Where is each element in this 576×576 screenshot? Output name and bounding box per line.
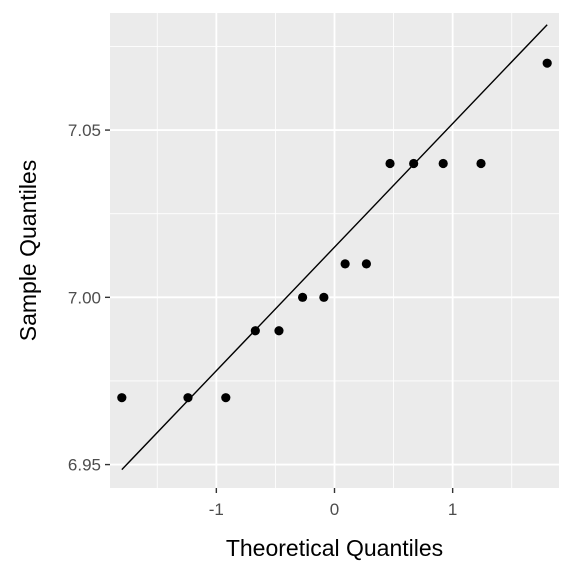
data-point bbox=[340, 259, 350, 269]
y-axis-title: Sample Quantiles bbox=[15, 160, 41, 342]
data-point bbox=[385, 158, 395, 169]
x-tick-label: 0 bbox=[330, 500, 339, 519]
data-point bbox=[250, 326, 260, 336]
data-point bbox=[183, 393, 193, 403]
data-point bbox=[542, 58, 552, 68]
data-point bbox=[476, 158, 486, 169]
data-point bbox=[361, 259, 372, 269]
data-point bbox=[438, 158, 448, 169]
x-axis-title: Theoretical Quantiles bbox=[226, 535, 443, 561]
x-tick-label: 1 bbox=[448, 500, 457, 519]
reference-line-group bbox=[121, 24, 548, 471]
data-points bbox=[117, 58, 552, 403]
data-point bbox=[221, 393, 231, 403]
data-point bbox=[319, 292, 329, 302]
qq-reference-line bbox=[121, 24, 548, 471]
x-axis-ticks: -1 0 1 bbox=[209, 488, 457, 519]
y-tick-label: 6.95 bbox=[68, 456, 101, 475]
y-tick-label: 7.00 bbox=[68, 288, 101, 307]
x-tick-label: -1 bbox=[209, 500, 224, 519]
y-axis-ticks: 6.95 7.00 7.05 bbox=[68, 121, 110, 475]
data-point bbox=[274, 326, 284, 336]
data-point bbox=[117, 393, 127, 403]
major-gridlines bbox=[110, 13, 559, 488]
data-point bbox=[297, 292, 308, 302]
y-tick-label: 7.05 bbox=[68, 121, 101, 140]
data-point bbox=[409, 158, 419, 169]
